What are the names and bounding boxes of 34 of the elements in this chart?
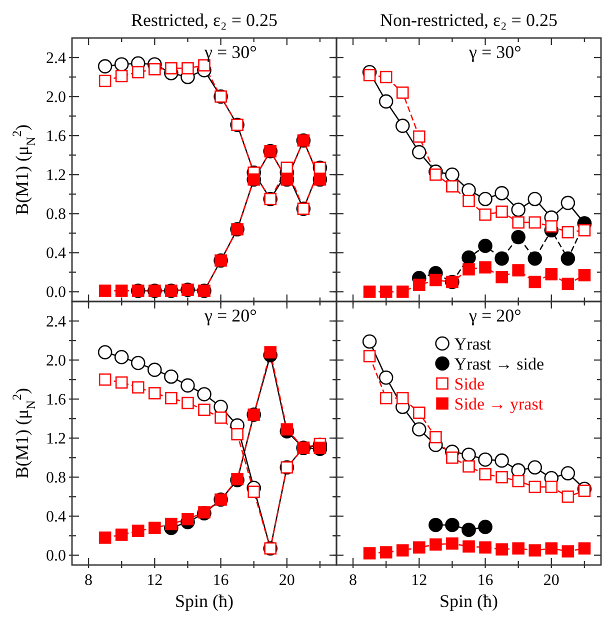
x-tick-label: 16: [477, 572, 494, 589]
chart-title: Restricted, ε₂ = 0.25: [131, 10, 278, 30]
annotation: γ = 30°: [468, 42, 522, 62]
x-tick-label: 20: [543, 572, 560, 589]
y-tick-label: 0.8: [46, 470, 66, 487]
annotation: γ = 20°: [204, 306, 257, 326]
annotation: γ = 20°: [468, 306, 522, 326]
y-tick-label: 0.0: [46, 548, 66, 565]
y-tick-label: 2.4: [46, 314, 66, 331]
x-axis-title: Spin (ħ): [175, 591, 234, 611]
legend-label: Yrast: [454, 334, 492, 354]
x-tick-label: 12: [411, 572, 428, 589]
y-tick-label: 1.2: [46, 167, 66, 184]
legend-label: Side → yrast: [454, 394, 544, 414]
x-axis-title: Spin (ħ): [440, 591, 498, 611]
legend-label: Yrast → side: [454, 354, 544, 374]
y-tick-label: 2.0: [46, 89, 66, 106]
x-tick-label: 12: [146, 572, 163, 589]
x-tick-label: 8: [349, 572, 358, 589]
y-tick-label: 1.6: [46, 128, 66, 146]
legend-label: Side: [454, 374, 485, 394]
y-tick-label: 1.6: [46, 392, 66, 409]
y-tick-label: 0.4: [46, 508, 66, 526]
y-tick-label: 2.0: [46, 352, 66, 370]
x-tick-label: 20: [278, 572, 295, 589]
x-tick-label: 16: [212, 572, 229, 589]
annotation: γ = 30°: [204, 42, 257, 62]
y-tick-label: 0.0: [46, 284, 66, 302]
y-tick-label: 0.8: [46, 206, 66, 224]
y-tick-label: 0.4: [46, 245, 66, 262]
y-tick-label: 1.2: [46, 430, 66, 448]
chart-title: Non-restricted, ε₂ = 0.25: [380, 10, 558, 30]
y-tick-label: 2.4: [46, 50, 66, 68]
x-tick-label: 8: [84, 572, 93, 589]
